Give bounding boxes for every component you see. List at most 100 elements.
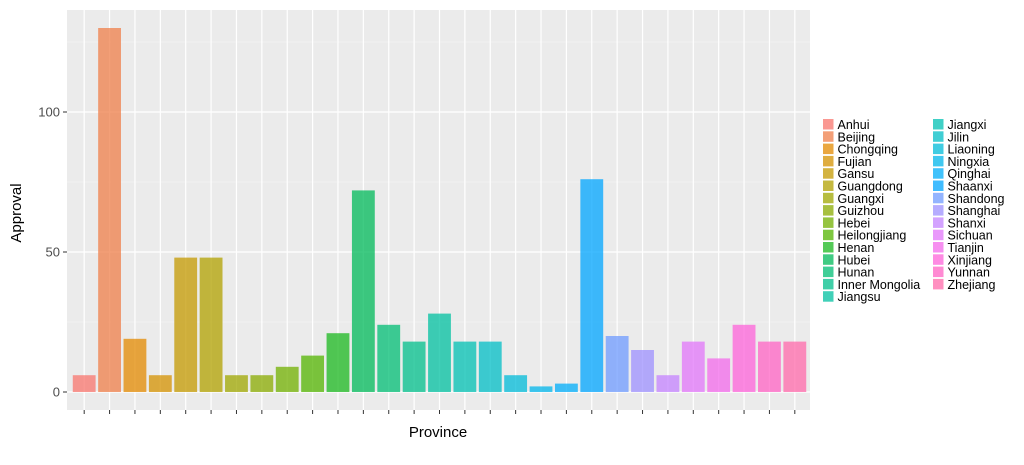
legend-label: Henan — [838, 241, 875, 255]
legend-item: Anhui — [823, 118, 869, 132]
legend-label: Guangdong — [838, 180, 903, 194]
legend-label: Fujian — [838, 155, 872, 169]
legend-item: Jiangxi — [933, 118, 986, 132]
bar-fujian — [148, 375, 172, 392]
legend-label: Anhui — [838, 118, 870, 132]
bar-hubei — [351, 190, 375, 392]
legend-item: Yunnan — [933, 266, 990, 280]
legend-item: Inner Mongolia — [823, 278, 920, 292]
legend-item: Xinjiang — [933, 253, 992, 267]
bar-yunnan — [758, 341, 781, 392]
bar-hebei — [275, 366, 299, 392]
legend-key — [933, 217, 944, 228]
legend-label: Liaoning — [948, 143, 995, 157]
legend-key — [933, 155, 944, 167]
bar-beijing — [98, 28, 121, 392]
legend-item: Jilin — [933, 130, 969, 144]
y-tick-label: 50 — [46, 245, 60, 260]
legend-item: Jiangsu — [823, 290, 881, 304]
legend-key — [933, 192, 944, 204]
bar-shanxi — [656, 375, 680, 392]
legend-key — [823, 217, 834, 228]
legend-key — [823, 192, 834, 204]
legend-item: Hebei — [823, 216, 870, 230]
bar-jiangsu — [428, 313, 451, 392]
legend-label: Guizhou — [838, 204, 885, 218]
legend-item: Tianjin — [933, 241, 984, 255]
legend-item: Beijing — [823, 130, 875, 144]
bar-xinjiang — [732, 324, 756, 392]
legend-key — [823, 229, 834, 241]
legend-item: Heilongjiang — [823, 229, 906, 243]
legend-label: Shandong — [948, 192, 1005, 206]
legend-item: Shanxi — [933, 216, 986, 230]
bar-guangxi — [225, 375, 248, 392]
axes: 0 50 100 — [38, 105, 796, 414]
legend-key — [823, 205, 834, 216]
legend-key — [823, 119, 834, 130]
legend-item: Guangxi — [823, 192, 884, 206]
legend-item: Hubei — [823, 253, 870, 267]
legend-key — [933, 242, 944, 253]
legend-item: Sichuan — [933, 229, 993, 243]
legend-item: Qinghai — [933, 167, 991, 181]
legend-key — [933, 266, 944, 278]
legend-label: Hebei — [838, 216, 871, 230]
legend-key — [823, 242, 834, 253]
legend-label: Jiangxi — [948, 118, 987, 132]
legend-label: Qinghai — [948, 167, 991, 181]
legend-key — [933, 278, 944, 290]
legend-key — [933, 131, 944, 142]
legend-label: Hunan — [838, 266, 875, 280]
legend-key — [823, 168, 834, 179]
y-tick-label: 0 — [53, 385, 60, 400]
legend-item: Liaoning — [933, 143, 995, 157]
legend-key — [823, 291, 834, 302]
legend-key — [823, 180, 834, 191]
y-tick-label: 100 — [38, 105, 60, 120]
bar-ningxia — [529, 386, 553, 392]
x-axis-title: Province — [409, 424, 467, 441]
legend-key — [933, 180, 944, 191]
legend-label: Sichuan — [948, 229, 993, 243]
legend-label: Beijing — [838, 130, 876, 144]
bar-liaoning — [504, 375, 528, 392]
legend-label: Shanxi — [948, 216, 986, 230]
legend-label: Xinjiang — [948, 253, 993, 267]
legend-label: Jiangsu — [838, 290, 881, 304]
legend-label: Zhejiang — [948, 278, 996, 292]
legend-item: Shaanxi — [933, 180, 993, 194]
legend-label: Chongqing — [838, 143, 899, 157]
legend-key — [933, 205, 944, 216]
legend-key — [933, 254, 944, 265]
legend-label: Tianjin — [948, 241, 984, 255]
legend-label: Shaanxi — [948, 180, 993, 194]
legend-label: Gansu — [838, 167, 875, 181]
legend-item: Hunan — [823, 266, 874, 280]
bar-shanghai — [631, 350, 654, 392]
legend-key — [933, 143, 944, 155]
legend-item: Shanghai — [933, 204, 1000, 218]
legend-item: Ningxia — [933, 155, 989, 169]
bar-anhui — [72, 375, 96, 392]
bar-shaanxi — [580, 179, 604, 392]
legend-label: Shanghai — [948, 204, 1001, 218]
bar-jiangxi — [453, 341, 477, 392]
legend-key — [823, 155, 834, 167]
legend-label: Yunnan — [948, 266, 990, 280]
legend-label: Hubei — [838, 253, 871, 267]
legend-item: Fujian — [823, 155, 872, 169]
bar-chongqing — [123, 338, 147, 392]
bar-qinghai — [554, 383, 578, 392]
bars — [72, 28, 807, 392]
legend-label: Ningxia — [948, 155, 990, 169]
bar-zhejiang — [783, 341, 807, 392]
legend-key — [823, 278, 834, 290]
bar-guangdong — [199, 257, 223, 392]
legend-item: Shandong — [933, 192, 1005, 206]
bar-henan — [326, 333, 350, 392]
legend-key — [823, 266, 834, 278]
legend-key — [933, 119, 944, 130]
